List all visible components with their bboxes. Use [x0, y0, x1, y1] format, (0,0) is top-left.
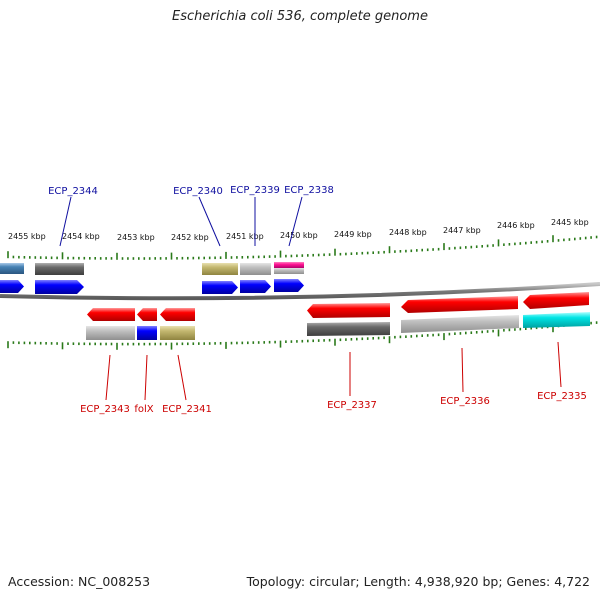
leader-line — [177, 354, 187, 401]
leader-line — [198, 196, 221, 247]
ruler-label: 2450 kbp — [280, 231, 318, 240]
ruler-label: 2455 kbp — [8, 232, 46, 241]
gene-arrow-forward[interactable] — [0, 280, 24, 293]
forward-gene-labels: ECP_2344 ECP_2340 ECP_2339 ECP_2338 — [48, 185, 334, 197]
leader-line — [59, 196, 72, 247]
ruler-ticks-outer — [7, 235, 598, 260]
gene-arrow-reverse[interactable] — [307, 303, 390, 318]
leader-line — [461, 347, 464, 393]
gene-arrow-reverse[interactable] — [137, 308, 157, 321]
feature-box[interactable] — [240, 263, 271, 275]
map-title: Escherichia coli 536, complete genome — [172, 9, 428, 24]
feature-box[interactable] — [137, 326, 157, 340]
gene-label[interactable]: ECP_2338 — [284, 185, 334, 196]
accession-text: Accession: NC_008253 — [8, 574, 151, 589]
ruler-label: 2452 kbp — [171, 233, 209, 242]
gene-arrow-forward[interactable] — [202, 281, 238, 294]
leader-line — [105, 354, 111, 401]
feature-box[interactable] — [307, 322, 390, 336]
feature-box[interactable] — [0, 263, 24, 274]
reverse-feature-boxes — [86, 312, 590, 340]
gene-arrow-reverse[interactable] — [160, 308, 195, 321]
gene-label[interactable]: ECP_2336 — [440, 396, 490, 407]
feature-box[interactable] — [86, 326, 135, 340]
gene-label[interactable]: ECP_2341 — [162, 404, 212, 415]
reverse-label-leaders — [105, 341, 562, 401]
ruler-label: 2453 kbp — [117, 233, 155, 242]
gene-label[interactable]: ECP_2340 — [173, 186, 223, 197]
genome-backbone — [0, 282, 600, 301]
leader-line — [557, 341, 562, 388]
ruler-label: 2449 kbp — [334, 230, 372, 239]
ruler-ticks-inner — [7, 321, 598, 350]
forward-feature-boxes — [0, 262, 304, 275]
feature-box[interactable] — [274, 268, 304, 274]
gene-label[interactable]: ECP_2343 — [80, 404, 130, 415]
leader-line — [288, 196, 303, 247]
ruler-label: 2447 kbp — [443, 226, 481, 235]
genome-summary-text: Topology: circular; Length: 4,938,920 bp… — [246, 574, 590, 589]
gene-arrow-forward[interactable] — [274, 279, 304, 292]
gene-label[interactable]: ECP_2339 — [230, 185, 280, 196]
feature-box[interactable] — [35, 263, 84, 275]
forward-label-leaders — [59, 196, 303, 247]
ruler-labels: 2455 kbp 2454 kbp 2453 kbp 2452 kbp 2451… — [8, 218, 589, 242]
ruler-label: 2454 kbp — [62, 232, 100, 241]
ruler-label: 2446 kbp — [497, 221, 535, 230]
gene-label[interactable]: ECP_2344 — [48, 186, 98, 197]
feature-box[interactable] — [401, 315, 519, 333]
ruler-label: 2451 kbp — [226, 232, 264, 241]
gene-arrow-reverse[interactable] — [401, 296, 518, 313]
gene-label[interactable]: ECP_2337 — [327, 400, 377, 411]
ruler-label: 2448 kbp — [389, 228, 427, 237]
feature-box[interactable] — [202, 263, 238, 275]
feature-box[interactable] — [160, 326, 195, 340]
reverse-genes — [87, 292, 589, 321]
gene-arrow-reverse[interactable] — [523, 292, 589, 309]
gene-arrow-reverse[interactable] — [87, 308, 135, 321]
gene-arrow-forward[interactable] — [35, 280, 84, 294]
gene-label[interactable]: folX — [134, 404, 153, 415]
leader-line — [144, 354, 148, 401]
reverse-gene-labels: ECP_2343 folX ECP_2341 ECP_2337 ECP_2336… — [80, 391, 587, 415]
feature-box[interactable] — [523, 312, 590, 328]
forward-genes — [0, 279, 304, 294]
feature-box[interactable] — [274, 262, 304, 268]
gene-arrow-forward[interactable] — [240, 280, 271, 293]
gene-label[interactable]: ECP_2335 — [537, 391, 587, 402]
ruler-label: 2445 kbp — [551, 218, 589, 227]
